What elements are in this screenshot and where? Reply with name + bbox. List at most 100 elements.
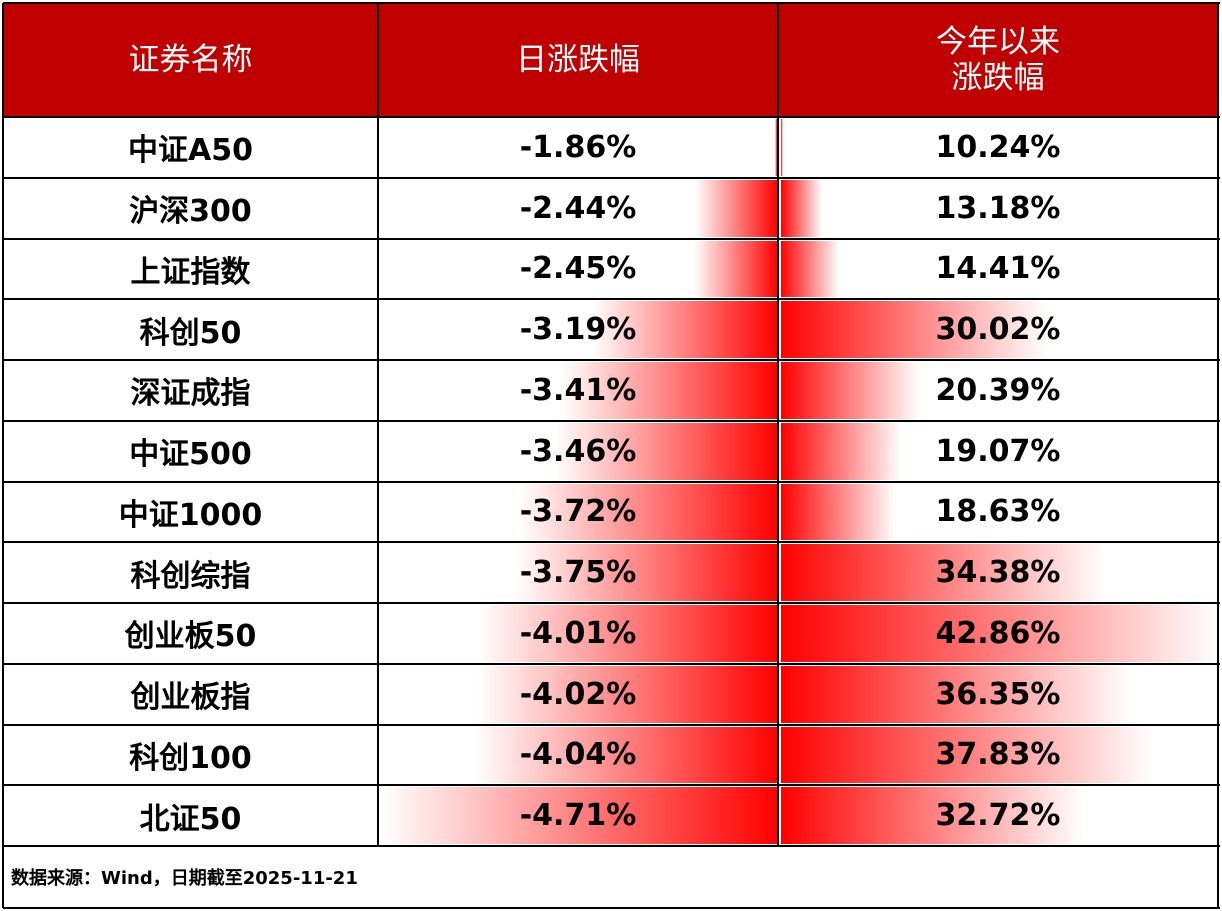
row-border (3, 116, 1220, 118)
daily-change: -4.04% (519, 737, 637, 773)
col-border (777, 3, 779, 846)
daily-cell: -1.86% (378, 117, 778, 178)
index-name: 上证指数 (130, 254, 251, 290)
index-name: 科创50 (139, 315, 242, 351)
daily-cell: -4.02% (378, 664, 778, 725)
col-border (1217, 3, 1219, 909)
data-bar (519, 483, 777, 541)
daily-change: -3.19% (519, 312, 637, 348)
daily-change: -3.41% (519, 372, 637, 408)
ytd-cell: 37.83% (778, 725, 1218, 786)
data-bar (592, 301, 777, 358)
ytd-cell: 34.38% (778, 542, 1218, 603)
daily-change: -3.46% (519, 433, 637, 469)
name-cell: 创业板50 (3, 603, 378, 664)
row-border (3, 359, 1220, 361)
daily-cell: -2.44% (378, 178, 778, 239)
ytd-cell: 10.24% (778, 117, 1218, 178)
name-cell: 深证成指 (3, 360, 378, 421)
row-border (3, 480, 1220, 483)
row-border (3, 298, 1220, 301)
ytd-change: 18.63% (935, 494, 1061, 530)
name-cell: 科创综指 (3, 542, 378, 603)
daily-cell: -3.72% (378, 482, 778, 543)
ytd-change: 36.35% (935, 676, 1061, 712)
index-name: 科创综指 (130, 558, 251, 594)
row-border (3, 662, 1220, 665)
row-border (3, 723, 1220, 726)
row-border (3, 541, 1220, 544)
daily-change: -4.02% (519, 676, 637, 712)
name-cell: 科创100 (3, 725, 378, 786)
header-text: 日涨跌幅 (516, 42, 640, 78)
daily-change: -2.44% (519, 190, 637, 226)
data-bar (693, 240, 777, 298)
data-bar (781, 422, 902, 480)
ytd-cell: 36.35% (778, 664, 1218, 725)
data-bar (781, 483, 896, 541)
data-bar (781, 119, 783, 176)
index-name: 深证成指 (130, 376, 251, 412)
index-name: 中证A50 (128, 133, 253, 169)
name-cell: 科创50 (3, 299, 378, 360)
header-text: 涨跌幅 (951, 60, 1045, 96)
daily-cell: -4.01% (378, 603, 778, 664)
data-bar (781, 787, 1084, 844)
ytd-change: 10.24% (935, 129, 1061, 165)
data-bar (475, 726, 777, 784)
ytd-cell: 13.18% (778, 178, 1218, 239)
ytd-cell: 30.02% (778, 299, 1218, 360)
footer-note: 数据来源：Wind，日期截至2025-11-21 (11, 868, 358, 889)
daily-cell: -3.46% (378, 421, 778, 482)
ytd-change: 30.02% (935, 312, 1061, 348)
data-bar (515, 544, 777, 601)
ytd-change: 19.07% (935, 433, 1061, 469)
ytd-change: 37.83% (935, 737, 1061, 773)
daily-change: -3.75% (519, 555, 637, 591)
daily-change: -4.71% (519, 798, 637, 834)
data-bar (781, 726, 1152, 784)
row-border (3, 2, 1220, 4)
header-text: 证券名称 (128, 42, 253, 78)
daily-cell: -2.45% (378, 239, 778, 300)
name-cell: 沪深300 (3, 178, 378, 239)
index-name: 创业板50 (124, 619, 257, 655)
ytd-change: 14.41% (935, 251, 1061, 287)
row-border (3, 907, 1220, 909)
name-cell: 中证A50 (3, 117, 378, 178)
ytd-change: 34.38% (935, 555, 1061, 591)
daily-cell: -4.71% (378, 785, 778, 846)
daily-change: -2.45% (519, 251, 637, 287)
header-text: 今年以来 (936, 24, 1060, 60)
ytd-cell: 18.63% (778, 482, 1218, 543)
data-bar (477, 665, 777, 723)
col-border (377, 3, 379, 846)
data-bar (781, 179, 823, 237)
daily-cell: -4.04% (378, 725, 778, 786)
index-name: 创业板指 (130, 680, 251, 716)
ytd-cell: 42.86% (778, 603, 1219, 664)
row-border (3, 845, 1220, 847)
data-bar (781, 544, 1106, 601)
daily-cell: -3.75% (378, 542, 778, 603)
index-name: 沪深300 (129, 194, 252, 230)
data-bar (781, 362, 919, 419)
row-border (3, 602, 1220, 604)
row-border (3, 784, 1220, 787)
ytd-cell: 14.41% (778, 239, 1218, 300)
daily-cell: -3.19% (378, 299, 778, 360)
data-bar (781, 665, 1132, 723)
row-border (3, 176, 1220, 179)
daily-change: -3.72% (519, 494, 637, 530)
index-name: 中证1000 (118, 497, 263, 533)
ytd-change: 32.72% (935, 798, 1061, 834)
ytd-cell: 32.72% (778, 785, 1218, 846)
header-cell: 日涨跌幅 (378, 3, 778, 117)
data-bar (781, 605, 1219, 662)
name-cell: 北证50 (3, 785, 378, 846)
name-cell: 中证500 (3, 421, 378, 482)
ytd-cell: 19.07% (778, 421, 1218, 482)
ytd-change: 13.18% (935, 190, 1061, 226)
data-bar (561, 362, 777, 419)
